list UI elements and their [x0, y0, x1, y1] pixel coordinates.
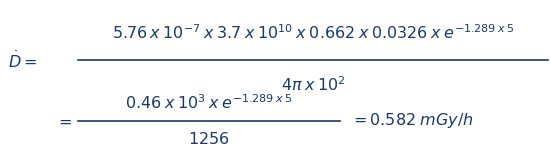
Text: $0.46 \: x \: 10^{3} \: x \: e^{-1.289 \: x \: 5}$: $0.46 \: x \: 10^{3} \: x \: e^{-1.289 \…	[125, 94, 293, 112]
Text: $\dot{D} =$: $\dot{D} =$	[8, 49, 37, 71]
Text: $4\pi \: x \: 10^{2}$: $4\pi \: x \: 10^{2}$	[280, 76, 345, 94]
Text: $= 0.582 \; mGy/h$: $= 0.582 \; mGy/h$	[350, 112, 474, 131]
Text: $5.76 \: x \: 10^{-7} \: x \: 3.7 \: x \: 10^{10} \: x \: 0.662 \: x \: 0.0326 \: $5.76 \: x \: 10^{-7} \: x \: 3.7 \: x \…	[112, 24, 514, 42]
Text: $=$: $=$	[55, 114, 72, 129]
Text: $1256$: $1256$	[188, 131, 230, 147]
